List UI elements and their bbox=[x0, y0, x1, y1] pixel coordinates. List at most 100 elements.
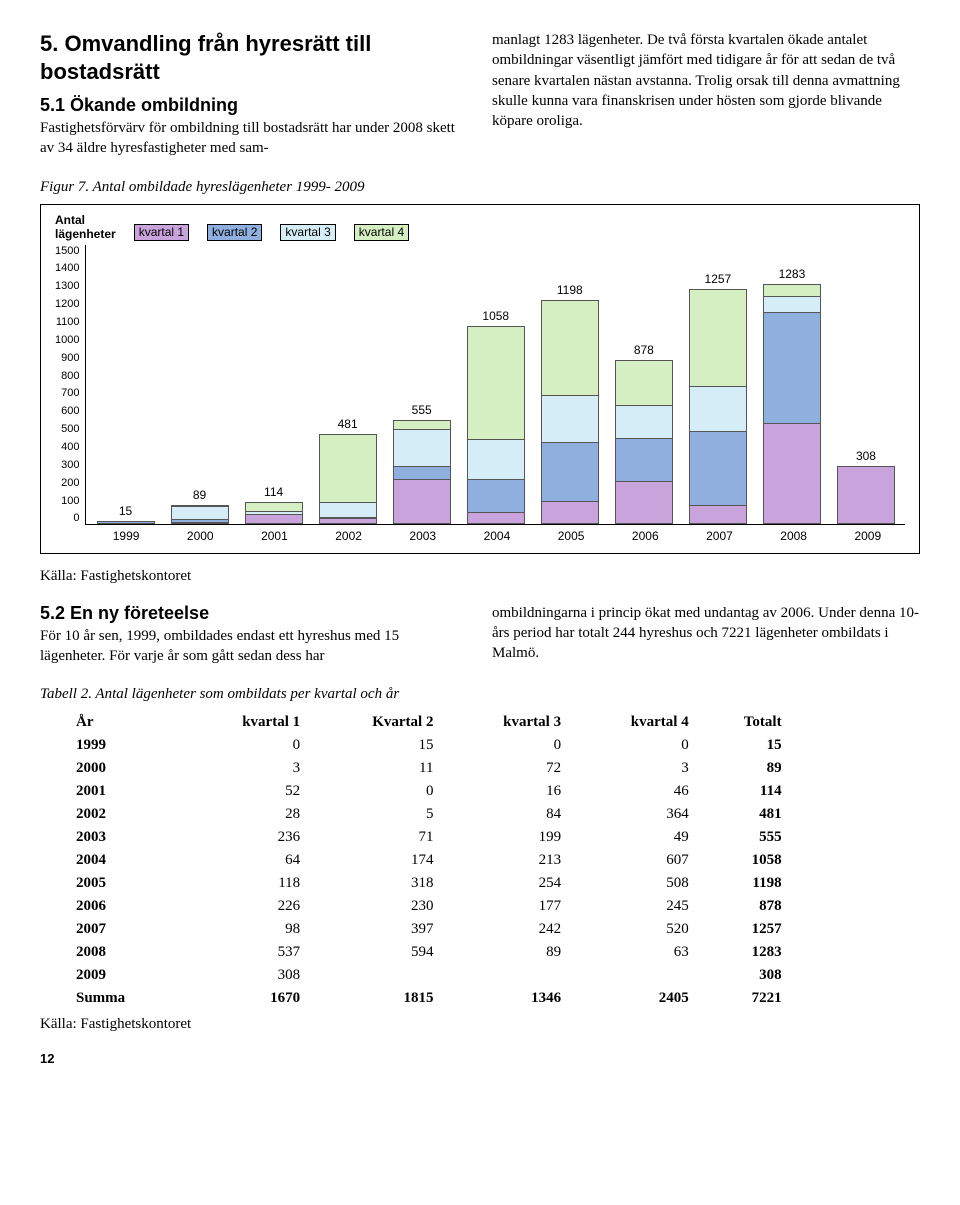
bar-seg-q2 bbox=[689, 431, 747, 505]
bar-seg-q1 bbox=[319, 518, 377, 523]
table-cell: 2005 bbox=[70, 872, 183, 895]
table-cell: 308 bbox=[699, 964, 792, 987]
bar-seg-q4 bbox=[763, 284, 821, 296]
legend-q1: kvartal 1 bbox=[134, 224, 189, 241]
table-cell: 1058 bbox=[699, 849, 792, 872]
chart-ylabel-line1: Antal bbox=[55, 213, 116, 227]
table-cell: 15 bbox=[699, 734, 792, 757]
y-tick: 0 bbox=[55, 512, 79, 524]
chart-ylabel: Antal lägenheter bbox=[55, 213, 116, 241]
section-5-2-right: ombildningarna i princip ökat med undant… bbox=[492, 603, 920, 664]
table-cell: 1999 bbox=[70, 734, 183, 757]
table-cell: 242 bbox=[443, 918, 571, 941]
table-cell: 2001 bbox=[70, 780, 183, 803]
left-column: 5.2 En ny företeelse För 10 år sen, 1999… bbox=[40, 603, 468, 669]
bar-seg-q1 bbox=[171, 522, 229, 524]
bar-2000: 89 bbox=[163, 488, 236, 523]
table-cell: 89 bbox=[443, 941, 571, 964]
bar-stack bbox=[319, 434, 377, 524]
bar-total-label: 1198 bbox=[557, 283, 583, 297]
table-cell bbox=[443, 964, 571, 987]
x-tick: 2000 bbox=[164, 529, 237, 543]
x-tick: 2001 bbox=[238, 529, 311, 543]
bar-total-label: 89 bbox=[193, 488, 206, 502]
y-tick: 1200 bbox=[55, 298, 79, 310]
bar-seg-q3 bbox=[171, 506, 229, 519]
table-row: 20051183182545081198 bbox=[70, 872, 792, 895]
bar-2005: 1198 bbox=[533, 283, 606, 524]
bar-seg-q1 bbox=[541, 501, 599, 523]
bar-seg-q1 bbox=[763, 423, 821, 523]
x-tick: 2002 bbox=[312, 529, 385, 543]
table-cell: 3 bbox=[571, 757, 699, 780]
table-row: 19990150015 bbox=[70, 734, 792, 757]
bar-total-label: 308 bbox=[856, 449, 876, 463]
table-cell: 555 bbox=[699, 826, 792, 849]
table-row: 20032367119949555 bbox=[70, 826, 792, 849]
table-cell: 520 bbox=[571, 918, 699, 941]
bar-total-label: 878 bbox=[634, 343, 654, 357]
table-cell: 28 bbox=[183, 803, 311, 826]
table-cell: 0 bbox=[310, 780, 443, 803]
bar-seg-q1 bbox=[393, 479, 451, 523]
table-header: kvartal 3 bbox=[443, 711, 571, 734]
table-cell: 2000 bbox=[70, 757, 183, 780]
y-tick: 900 bbox=[55, 352, 79, 364]
table-cell: 5 bbox=[310, 803, 443, 826]
bar-seg-q3 bbox=[467, 439, 525, 479]
y-tick: 500 bbox=[55, 423, 79, 435]
bar-seg-q2 bbox=[615, 438, 673, 481]
x-tick: 2006 bbox=[609, 529, 682, 543]
table-cell: 2003 bbox=[70, 826, 183, 849]
bar-stack bbox=[763, 284, 821, 523]
table-cell: 49 bbox=[571, 826, 699, 849]
bar-2003: 555 bbox=[385, 403, 458, 524]
bar-seg-q3 bbox=[763, 296, 821, 313]
table-2: Årkvartal 1Kvartal 2kvartal 3kvartal 4To… bbox=[70, 711, 792, 1010]
table-cell: 64 bbox=[183, 849, 311, 872]
bar-seg-q2 bbox=[97, 521, 155, 524]
table-cell: 1815 bbox=[310, 987, 443, 1010]
table-cell: 1283 bbox=[699, 941, 792, 964]
table-2-caption: Tabell 2. Antal lägenheter som ombildats… bbox=[40, 686, 920, 703]
y-tick: 1100 bbox=[55, 316, 79, 328]
table-row: 200031172389 bbox=[70, 757, 792, 780]
bar-seg-q1 bbox=[837, 466, 895, 523]
bar-seg-q1 bbox=[467, 512, 525, 524]
x-tick: 1999 bbox=[89, 529, 162, 543]
y-tick: 1000 bbox=[55, 334, 79, 346]
section-5-1-title: 5.1 Ökande ombildning bbox=[40, 95, 468, 116]
table-cell: 0 bbox=[571, 734, 699, 757]
bar-seg-q3 bbox=[541, 395, 599, 442]
y-tick: 100 bbox=[55, 495, 79, 507]
table-cell: 0 bbox=[183, 734, 311, 757]
table-cell: 114 bbox=[699, 780, 792, 803]
table-cell: 245 bbox=[571, 895, 699, 918]
bar-stack bbox=[615, 360, 673, 524]
table-cell: 89 bbox=[699, 757, 792, 780]
table-cell: 537 bbox=[183, 941, 311, 964]
table-header: Kvartal 2 bbox=[310, 711, 443, 734]
bar-2007: 1257 bbox=[681, 272, 754, 524]
table-cell: 3 bbox=[183, 757, 311, 780]
table-cell: 1346 bbox=[443, 987, 571, 1010]
bar-total-label: 555 bbox=[412, 403, 432, 417]
x-tick: 2004 bbox=[460, 529, 533, 543]
table-row: 20015201646114 bbox=[70, 780, 792, 803]
page-number: 12 bbox=[40, 1051, 920, 1066]
bar-total-label: 114 bbox=[264, 485, 283, 499]
chart-header: Antal lägenheter kvartal 1 kvartal 2 kva… bbox=[55, 213, 905, 241]
table-cell: 2008 bbox=[70, 941, 183, 964]
table-cell: 230 bbox=[310, 895, 443, 918]
bar-stack bbox=[689, 289, 747, 524]
bar-total-label: 1058 bbox=[482, 309, 509, 323]
bar-stack bbox=[97, 521, 155, 524]
bar-seg-q1 bbox=[689, 505, 747, 523]
section-5-2-left: För 10 år sen, 1999, ombildades endast e… bbox=[40, 626, 468, 667]
bar-seg-q4 bbox=[689, 289, 747, 386]
table-cell: 16 bbox=[443, 780, 571, 803]
bar-seg-q2 bbox=[393, 466, 451, 479]
bar-seg-q2 bbox=[541, 442, 599, 501]
table-cell: 15 bbox=[310, 734, 443, 757]
chart-x-axis: 1999200020012002200320042005200620072008… bbox=[89, 529, 905, 543]
